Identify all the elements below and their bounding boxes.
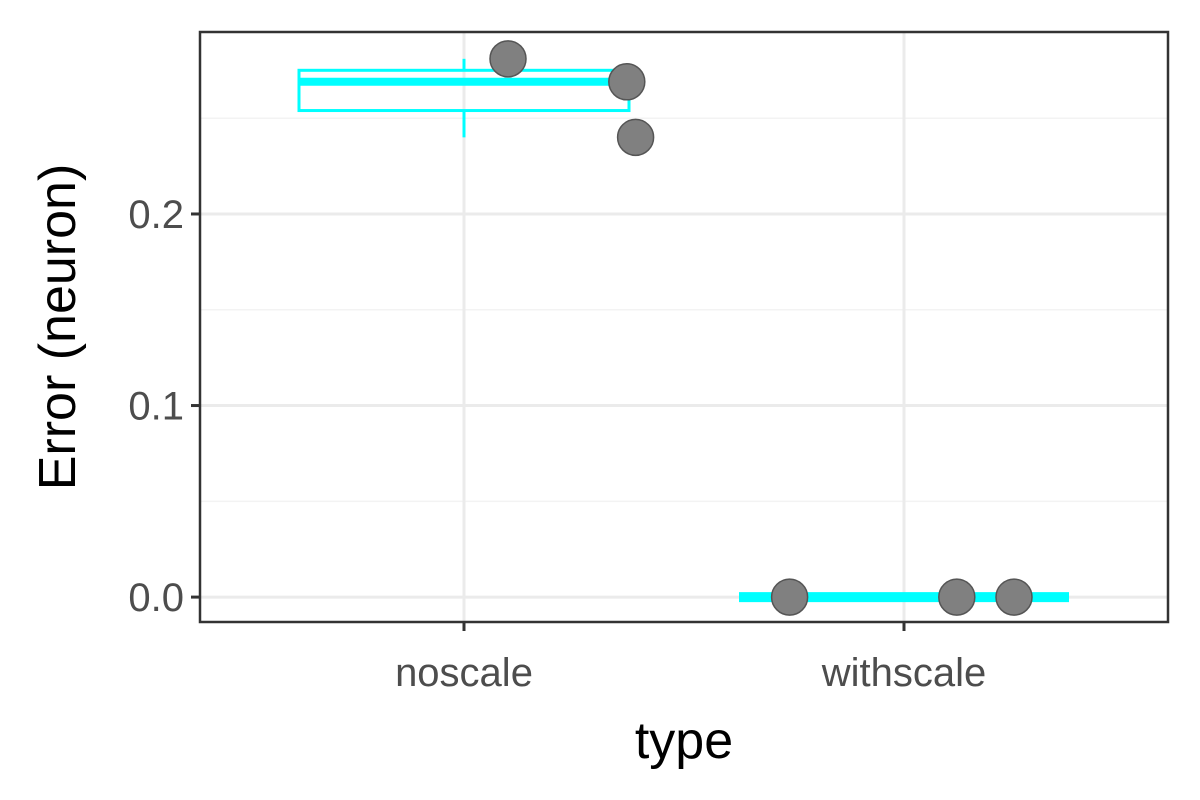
plot-panel — [200, 32, 1168, 622]
y-tick-label: 0.1 — [128, 385, 184, 429]
x-tick-label: withscale — [821, 651, 987, 695]
x-tick-label: noscale — [395, 651, 533, 695]
data-point — [770, 578, 809, 616]
x-axis-title: type — [635, 712, 733, 770]
data-point — [616, 118, 655, 157]
data-points — [489, 40, 1033, 616]
y-axis-title: Error (neuron) — [29, 164, 87, 491]
panel-border — [198, 30, 1170, 624]
data-point — [608, 63, 646, 101]
y-tick-label: 0.2 — [128, 193, 184, 237]
axes: 0.0 0.1 0.2 noscale withscale — [128, 193, 986, 695]
data-point — [489, 40, 527, 78]
y-tick-label: 0.0 — [128, 576, 184, 620]
data-point — [995, 578, 1033, 616]
data-point — [938, 578, 976, 616]
